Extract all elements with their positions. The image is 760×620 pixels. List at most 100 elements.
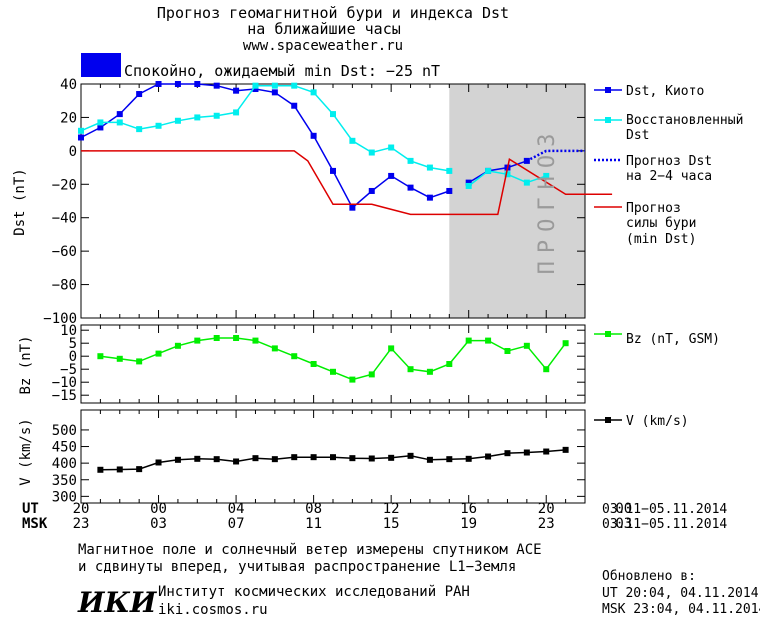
- dst-data-point: [368, 149, 375, 156]
- v-data-point: [155, 459, 162, 466]
- legend-v: V (km/s): [626, 414, 689, 429]
- v-data-point: [543, 448, 550, 455]
- msk-tick-label: 15: [383, 516, 400, 532]
- dst-data-point: [446, 167, 453, 174]
- dst-data-point: [310, 132, 317, 139]
- dst-data-point: [174, 81, 181, 87]
- bz-data-point: [330, 368, 336, 375]
- v-data-point: [233, 458, 240, 465]
- msk-label: MSK: [22, 516, 48, 532]
- bz-data-point: [116, 355, 123, 362]
- dst-data-point: [213, 112, 220, 119]
- legend-storm-line2: силы бури: [626, 216, 696, 231]
- dst-series-line-5: [81, 150, 613, 216]
- bz-y-tick-label: −10: [52, 375, 77, 391]
- dst-data-point: [368, 187, 375, 194]
- dst-panel: 40 20 0 −20 −40 −60 −80 −100: [43, 77, 613, 327]
- dst-y-tick-label: −20: [52, 177, 77, 193]
- bz-y-tick-label: 10: [60, 323, 77, 339]
- dst-data-point: [78, 127, 84, 134]
- dst-data-point: [213, 82, 220, 89]
- v-data-point: [388, 454, 395, 461]
- v-data-point: [485, 453, 492, 460]
- v-data-point: [194, 455, 201, 462]
- v-y-tick-label: 350: [52, 473, 77, 489]
- legend-bz: Bz (nT, GSM): [626, 332, 720, 347]
- dst-y-tick-label: 40: [60, 77, 77, 93]
- dst-data-point: [136, 91, 143, 98]
- ut-tick-label: 20: [73, 501, 90, 517]
- dst-data-point: [446, 187, 453, 194]
- bz-data-point: [543, 366, 550, 373]
- msk-tick-label: 03: [150, 516, 167, 532]
- msk-tick-label: 03: [615, 516, 632, 532]
- institute-name: Институт космических исследований РАН: [158, 584, 470, 600]
- dst-data-point: [330, 167, 336, 174]
- dst-data-point: [174, 117, 181, 124]
- v-y-tick-label: 500: [52, 423, 77, 439]
- v-data-point: [174, 456, 181, 463]
- dst-y-tick-label: −60: [52, 244, 77, 260]
- date-range-msk: 03.11−05.11.2014: [602, 517, 727, 532]
- dst-series-line-1: [80, 84, 450, 172]
- msk-tick-label: 23: [538, 516, 555, 532]
- bz-data-point: [562, 340, 569, 347]
- dst-y-tick-label: −40: [52, 211, 77, 227]
- dst-data-point: [407, 184, 414, 191]
- dst-data-point: [349, 137, 356, 144]
- bz-data-point: [446, 361, 453, 367]
- institute-site[interactable]: iki.cosmos.ru: [158, 602, 268, 618]
- legend-storm-line3: (min Dst): [626, 232, 696, 247]
- bz-data-point: [155, 350, 162, 357]
- msk-tick-label: 19: [460, 516, 477, 532]
- forecast-region: [449, 84, 585, 318]
- v-data-point: [465, 455, 472, 462]
- dst-data-point: [116, 119, 123, 126]
- dst-y-label: Dst (nT): [12, 168, 28, 235]
- dst-data-point: [271, 89, 278, 96]
- legend-bz-marker: [605, 331, 611, 337]
- v-data-point: [407, 452, 414, 459]
- legend-forecast-line2: на 2−4 часа: [626, 169, 712, 184]
- status-indicator: [81, 53, 121, 77]
- dst-data-point: [388, 172, 395, 179]
- v-data-point: [310, 454, 317, 461]
- dst-data-point: [194, 114, 201, 121]
- updated-msk: MSK 23:04, 04.11.2014: [602, 602, 760, 617]
- bz-data-point: [504, 348, 511, 354]
- dst-data-point: [485, 167, 492, 174]
- ut-tick-label: 20: [538, 501, 555, 517]
- dst-data-point: [388, 144, 395, 151]
- v-data-point: [136, 466, 143, 473]
- dst-data-point: [233, 109, 240, 116]
- legend-restored-line2: Dst: [626, 128, 649, 143]
- iki-logo[interactable]: ИКИ: [77, 586, 158, 619]
- bz-data-point: [252, 337, 259, 344]
- bz-y-tick-label: 0: [69, 349, 77, 365]
- ut-tick-label: 08: [305, 501, 322, 517]
- msk-tick-label: 23: [73, 516, 90, 532]
- ut-tick-label: 00: [150, 501, 167, 517]
- v-data-point: [446, 456, 453, 463]
- legend-storm-line1: Прогноз: [626, 201, 681, 216]
- dst-data-point: [78, 134, 84, 141]
- bz-y-tick-label: 5: [69, 336, 77, 352]
- bz-data-point: [465, 337, 472, 344]
- dst-data-point: [291, 102, 298, 109]
- bz-data-point: [368, 371, 375, 378]
- footnote-line1: Магнитное поле и солнечный ветер измерен…: [78, 542, 542, 558]
- v-y-tick-label: 450: [52, 440, 77, 456]
- dst-data-point: [194, 81, 201, 87]
- bz-data-point: [194, 337, 201, 344]
- bz-data-point: [349, 376, 356, 383]
- legend: Dst, Киото Восстановленный Dst Прогноз D…: [594, 84, 743, 429]
- v-data-point: [291, 454, 298, 461]
- v-data-point: [426, 456, 433, 463]
- bz-data-point: [174, 342, 181, 349]
- dst-y-tick-label: 20: [60, 110, 77, 126]
- site-link[interactable]: www.spaceweather.ru: [243, 38, 403, 54]
- dst-series-line-0: [80, 83, 450, 209]
- dst-y-tick-label: −80: [52, 278, 77, 294]
